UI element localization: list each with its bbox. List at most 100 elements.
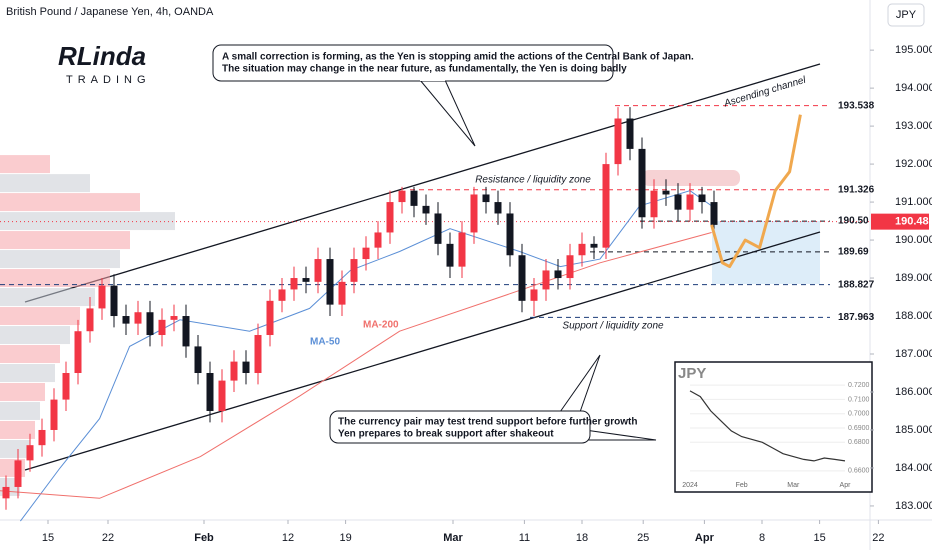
bottom-callout-line: The currency pair may test trend support…	[338, 417, 638, 428]
candle-body	[266, 300, 274, 336]
candle-body	[422, 205, 430, 214]
x-tick-label: 19	[339, 532, 351, 544]
inset-y-label: 0.6600	[848, 468, 870, 475]
currency-button-label[interactable]: JPY	[896, 9, 917, 21]
candle-body	[650, 190, 658, 218]
candle-body	[482, 194, 490, 203]
inset-y-label: 0.6900	[848, 425, 870, 432]
inset-x-label: 2024	[682, 482, 698, 489]
candle-body	[530, 289, 538, 301]
inset-x-label: Apr	[840, 482, 852, 489]
candle-body	[146, 312, 154, 336]
volume-profile-bar	[0, 326, 70, 345]
candle-body	[38, 429, 46, 446]
x-tick-label: 8	[759, 532, 765, 544]
candle-body	[374, 232, 382, 248]
price-axis	[870, 0, 932, 550]
candle-body	[554, 270, 562, 279]
volume-profile-bar	[0, 382, 45, 401]
candle-body	[362, 247, 370, 260]
inset-line	[689, 390, 846, 462]
inset-y-label: 0.7100	[848, 396, 870, 403]
top-callout-pointer	[419, 79, 476, 147]
candle-body	[98, 285, 106, 309]
channel-lower	[24, 231, 821, 471]
candle-body	[62, 373, 70, 400]
candle-body	[638, 148, 646, 218]
volume-profile-bar	[0, 345, 60, 364]
volume-profile-bar	[0, 401, 40, 420]
logo-name: RLinda	[58, 41, 146, 71]
candle-body	[74, 331, 82, 374]
candle-body	[158, 319, 166, 336]
top-callout-line: The situation may change in the near fut…	[222, 64, 627, 75]
candle-body	[662, 190, 670, 195]
moving-average	[19, 190, 712, 522]
x-tick-label: Feb	[194, 532, 214, 544]
y-tick-label: 195.000	[895, 44, 932, 56]
candle-body	[494, 202, 502, 214]
candle-body	[566, 255, 574, 279]
current-price-label: 190.485	[895, 216, 932, 228]
y-tick-label: 193.000	[895, 120, 932, 132]
volume-profile-bar	[0, 364, 55, 383]
candle-body	[710, 202, 718, 225]
candle-body	[458, 232, 466, 267]
x-tick-label: 11	[519, 532, 530, 544]
x-tick-label: Mar	[443, 532, 463, 544]
y-tick-label: 187.000	[895, 348, 932, 360]
current-price-tag	[871, 213, 929, 230]
inset-x-label: Mar	[787, 482, 800, 489]
support-label: Support / liquidity zone	[562, 321, 664, 332]
currency-button[interactable]	[887, 3, 925, 27]
candle-body	[242, 361, 250, 374]
candle-body	[626, 118, 634, 149]
level-label: 193.538	[838, 100, 875, 111]
candle-body	[86, 308, 94, 332]
level-label: 191.326	[838, 184, 875, 195]
x-tick-label: 18	[576, 532, 588, 544]
inset-y-label: 0.7200	[848, 382, 870, 389]
candle-body	[326, 259, 334, 305]
candle-body	[446, 243, 454, 267]
candle-body	[302, 278, 310, 282]
candle-body	[398, 190, 406, 203]
x-tick-label: 15	[42, 532, 54, 544]
candle-body	[170, 316, 178, 320]
candle-body	[314, 259, 322, 282]
inset-x-label: Feb	[736, 482, 748, 489]
bottom-callout-pointers	[559, 354, 657, 441]
candle-body	[338, 281, 346, 305]
volume-profile-bar	[0, 212, 175, 231]
top-callout-line: A small correction is forming, as the Ye…	[222, 52, 694, 63]
x-tick-label: 25	[637, 532, 649, 544]
candle-body	[14, 460, 22, 487]
y-tick-label: 185.000	[895, 424, 932, 436]
inset-y-label: 0.7000	[848, 411, 870, 418]
x-tick-label: 15	[813, 532, 825, 544]
candle-body	[542, 270, 550, 290]
y-tick-label: 188.000	[895, 310, 932, 322]
candle-body	[182, 316, 190, 347]
candle-body	[506, 213, 514, 256]
moving-average	[0, 232, 712, 499]
level-label: 188.827	[838, 279, 875, 290]
moving-average-label: MA-200	[363, 320, 399, 331]
support-zone	[712, 221, 820, 284]
y-tick-label: 190.000	[895, 234, 932, 246]
candle-body	[518, 255, 526, 301]
volume-profile-bar	[0, 420, 35, 439]
candle-body	[470, 194, 478, 233]
forecast-path	[710, 114, 802, 269]
candle-body	[434, 213, 442, 244]
candle-body	[578, 243, 586, 256]
resistance-label: Resistance / liquidity zone	[475, 175, 591, 186]
moving-average-label: MA-50	[310, 337, 340, 348]
bottom-callout-line: Yen prepares to break support after shak…	[338, 429, 554, 440]
candle-body	[686, 194, 694, 210]
volume-profile-bar	[0, 155, 50, 174]
candle-body	[386, 202, 394, 233]
candle-body	[698, 194, 706, 203]
inset-y-label: 0.6800	[848, 439, 870, 446]
inset-frame	[674, 361, 873, 493]
